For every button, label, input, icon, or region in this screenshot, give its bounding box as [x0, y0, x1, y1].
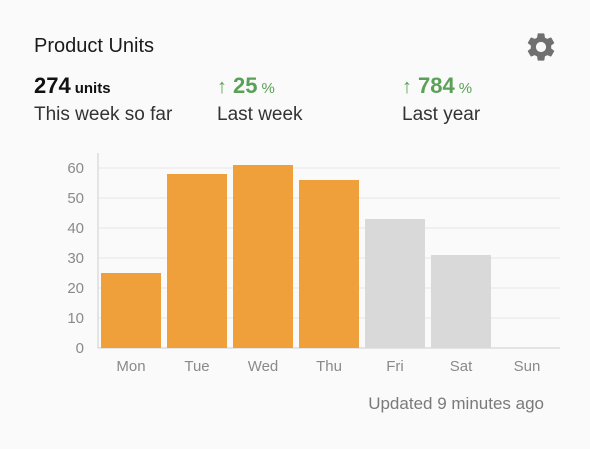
bar-tue — [167, 174, 227, 348]
x-tick-label: Tue — [184, 358, 209, 375]
stat-value: 25 — [233, 73, 258, 98]
bar-wed — [233, 165, 293, 348]
stat-last-week: ↑ 25% Last week — [217, 73, 303, 126]
stat-unit: % — [261, 80, 275, 97]
y-tick-label: 0 — [76, 340, 84, 357]
x-tick-label: Sat — [450, 358, 473, 375]
bar-mon — [101, 273, 161, 348]
stat-unit: % — [458, 80, 473, 97]
y-tick-label: 50 — [67, 190, 84, 207]
stat-value: 784 — [418, 73, 455, 98]
bar-sat — [431, 255, 491, 348]
stat-last-year: ↑ 784% Last year — [402, 73, 480, 126]
bar-thu — [299, 180, 359, 348]
bar-fri — [365, 219, 425, 348]
y-tick-label: 10 — [67, 310, 84, 327]
x-tick-label: Sun — [514, 358, 541, 375]
updated-timestamp: Updated 9 minutes ago — [368, 394, 544, 413]
stat-this-week: 274 units This week so far — [34, 73, 172, 126]
stat-label: Last week — [217, 104, 303, 125]
y-tick-label: 60 — [67, 160, 84, 177]
y-tick-label: 30 — [67, 250, 84, 267]
x-tick-label: Mon — [116, 358, 145, 375]
stat-value: 274 — [34, 73, 71, 98]
gear-icon[interactable] — [524, 30, 558, 64]
x-tick-label: Wed — [248, 358, 279, 375]
arrow-up-icon: ↑ — [402, 76, 412, 98]
stat-label: Last year — [402, 104, 481, 125]
arrow-up-icon: ↑ — [217, 76, 227, 98]
stat-label: This week so far — [34, 104, 173, 125]
stat-unit: units — [74, 80, 111, 97]
x-tick-label: Fri — [386, 358, 404, 375]
widget-title: Product Units — [34, 35, 155, 57]
y-tick-label: 20 — [67, 280, 84, 297]
x-tick-label: Thu — [316, 358, 342, 375]
y-tick-label: 40 — [67, 220, 84, 237]
